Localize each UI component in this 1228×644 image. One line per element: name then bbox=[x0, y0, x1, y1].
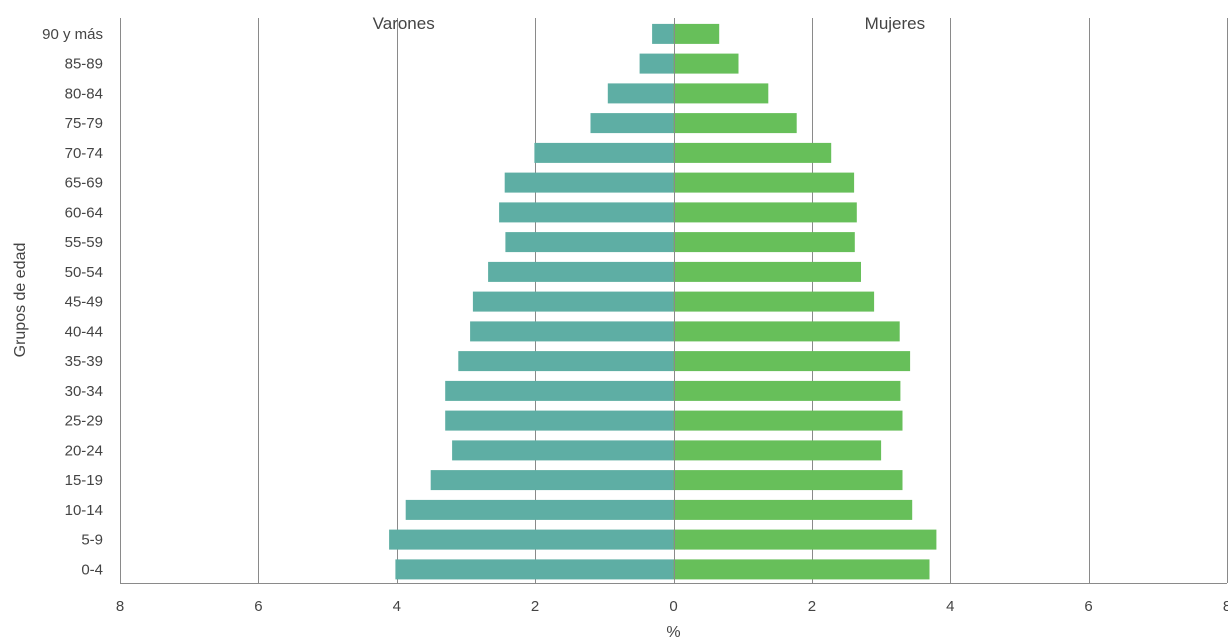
category-label: 10-14 bbox=[65, 502, 103, 519]
bar-left-25-29 bbox=[445, 410, 674, 431]
bar-left-40-44 bbox=[470, 321, 674, 342]
bar-left-30-34 bbox=[445, 380, 674, 401]
category-label: 0-4 bbox=[81, 561, 103, 578]
bar-left-70-74 bbox=[534, 142, 674, 163]
bar-right-45-49 bbox=[673, 291, 875, 312]
bar-right-75-79 bbox=[673, 113, 797, 134]
category-label: 80-84 bbox=[65, 85, 103, 102]
bar-right-55-59 bbox=[673, 232, 855, 253]
bar-right-50-54 bbox=[673, 261, 861, 282]
bar-right-0-4 bbox=[673, 559, 930, 580]
bar-right-20-24 bbox=[673, 440, 882, 461]
bar-left-35-39 bbox=[458, 351, 674, 372]
category-label: 60-64 bbox=[65, 204, 103, 221]
x-tick-label: 6 bbox=[254, 598, 262, 615]
bar-left-45-49 bbox=[472, 291, 674, 312]
bar-right-15-19 bbox=[673, 470, 903, 491]
x-tick-label: 6 bbox=[1084, 598, 1092, 615]
bar-left-15-19 bbox=[430, 470, 674, 491]
category-label: 20-24 bbox=[65, 442, 103, 459]
category-label: 5-9 bbox=[81, 532, 103, 549]
x-tick-label: 8 bbox=[1223, 598, 1228, 615]
bar-right-5-9 bbox=[673, 529, 937, 550]
series-label-left: Varones bbox=[373, 14, 435, 33]
x-tick-label: 4 bbox=[946, 598, 954, 615]
bar-right-60-64 bbox=[673, 202, 857, 223]
category-label: 15-19 bbox=[65, 472, 103, 489]
category-label: 25-29 bbox=[65, 413, 103, 430]
axes bbox=[120, 18, 1227, 584]
bar-left-0-4 bbox=[395, 559, 674, 580]
bar-left-50-54 bbox=[488, 261, 674, 282]
bar-right-65-69 bbox=[673, 172, 855, 193]
bar-left-75-79 bbox=[590, 113, 674, 134]
labels: 0-4 5-9 10-14 15-19 20-24 25-29 30-34 35-39 40-4… bbox=[12, 14, 1228, 641]
bar-left-85-89 bbox=[639, 53, 674, 74]
x-tick-label: 2 bbox=[531, 598, 539, 615]
category-label: 70-74 bbox=[65, 145, 103, 162]
bar-left-5-9 bbox=[389, 529, 674, 550]
series-label-right: Mujeres bbox=[865, 14, 925, 33]
bar-left-20-24 bbox=[452, 440, 674, 461]
bar-left-80-84 bbox=[607, 83, 674, 104]
category-label: 90 y más bbox=[42, 26, 103, 43]
bar-right-80-84 bbox=[673, 83, 769, 104]
bar-left-55-59 bbox=[505, 232, 674, 253]
category-label: 40-44 bbox=[65, 323, 103, 340]
bar-right-25-29 bbox=[673, 410, 903, 431]
x-tick-label: 4 bbox=[393, 598, 401, 615]
bar-left-90-y-más bbox=[652, 23, 674, 44]
bar-right-40-44 bbox=[673, 321, 900, 342]
bar-right-35-39 bbox=[673, 351, 911, 372]
category-label: 45-49 bbox=[65, 294, 103, 311]
bar-right-85-89 bbox=[673, 53, 739, 74]
x-tick-label: 0 bbox=[669, 598, 677, 615]
category-label: 35-39 bbox=[65, 353, 103, 370]
category-label: 85-89 bbox=[65, 56, 103, 73]
x-tick-label: 8 bbox=[116, 598, 124, 615]
y-axis-title: Grupos de edad bbox=[12, 243, 29, 358]
bar-right-90-y-más bbox=[673, 23, 720, 44]
category-label: 30-34 bbox=[65, 383, 103, 400]
bar-left-65-69 bbox=[504, 172, 674, 193]
x-axis-title: % bbox=[666, 624, 680, 639]
bar-left-60-64 bbox=[499, 202, 674, 223]
bar-right-10-14 bbox=[673, 499, 913, 520]
category-label: 75-79 bbox=[65, 115, 103, 132]
bars bbox=[389, 23, 937, 580]
bar-right-70-74 bbox=[673, 142, 832, 163]
x-tick-label: 2 bbox=[808, 598, 816, 615]
category-label: 65-69 bbox=[65, 175, 103, 192]
bar-right-30-34 bbox=[673, 380, 901, 401]
category-label: 55-59 bbox=[65, 234, 103, 251]
bar-left-10-14 bbox=[405, 499, 674, 520]
category-label: 50-54 bbox=[65, 264, 103, 281]
